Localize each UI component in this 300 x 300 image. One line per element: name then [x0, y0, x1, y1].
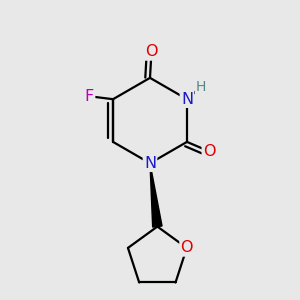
Text: H: H	[196, 80, 206, 94]
Text: N: N	[144, 156, 156, 171]
Text: N: N	[181, 92, 193, 107]
Text: F: F	[85, 89, 94, 104]
Text: O: O	[181, 240, 193, 255]
Text: O: O	[203, 144, 215, 159]
Polygon shape	[150, 163, 162, 227]
Text: O: O	[145, 44, 158, 59]
